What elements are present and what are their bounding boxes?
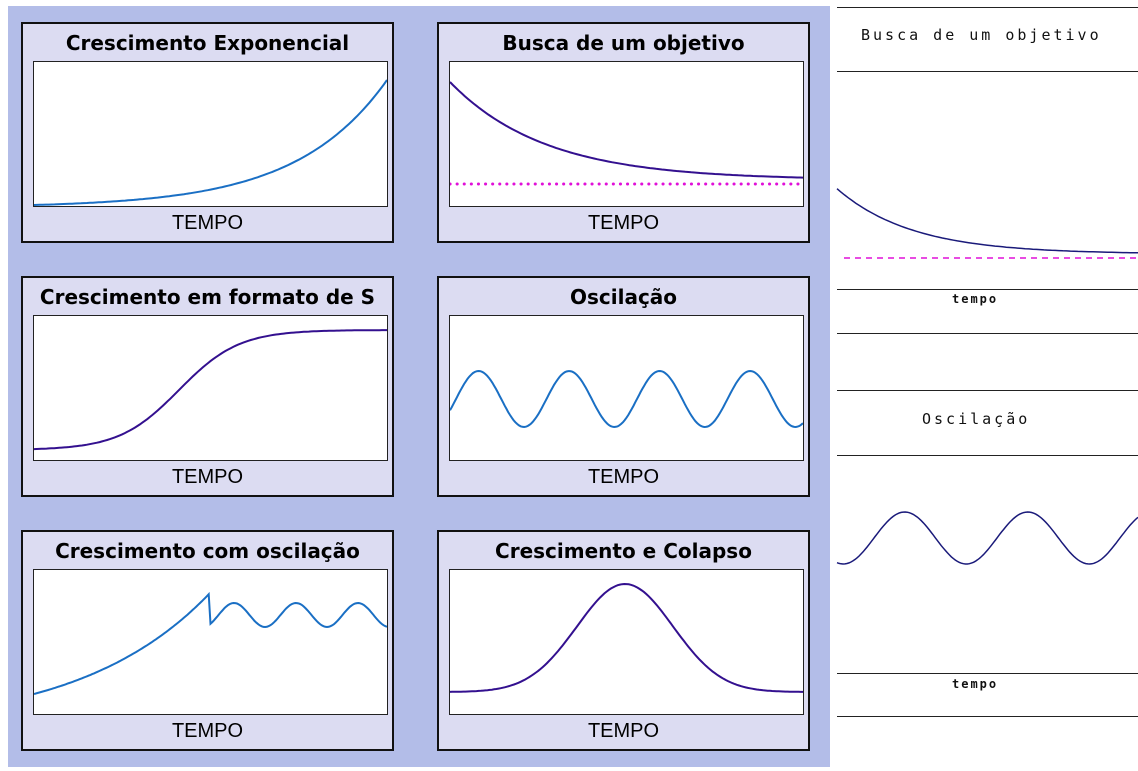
growth-collapse-curve	[450, 582, 803, 693]
side-curves	[836, 188, 1138, 565]
plot-area	[449, 61, 804, 207]
divider-line	[837, 7, 1138, 8]
divider-line	[837, 455, 1138, 456]
divider-line	[837, 333, 1138, 334]
side-oscillation-curve	[836, 511, 1138, 565]
x-axis-label: TEMPO	[171, 212, 244, 234]
x-axis-label: TEMPO	[171, 720, 244, 742]
panel-title: Busca de um objetivo	[502, 31, 745, 55]
side-sketches: Busca de um objetivo tempo Oscilação tem…	[834, 0, 1138, 771]
side-goal-xlabel: tempo	[952, 292, 999, 306]
x-axis-label: TEMPO	[587, 466, 660, 488]
curve-canvas	[34, 79, 387, 206]
divider-line	[837, 289, 1138, 290]
curve-canvas	[34, 329, 387, 451]
panel-s-shaped-growth: Crescimento em formato de S TEMPO	[21, 276, 394, 497]
curve-canvas	[450, 582, 803, 693]
panel-title: Crescimento em formato de S	[39, 285, 376, 309]
exponential-curve	[34, 79, 387, 206]
plot-area	[33, 569, 388, 715]
x-axis-label: TEMPO	[587, 212, 660, 234]
divider-line	[837, 71, 1138, 72]
plot-area	[449, 315, 804, 461]
x-axis-label: TEMPO	[587, 720, 660, 742]
panel-oscillation: Oscilação TEMPO	[437, 276, 810, 497]
behavior-patterns-grid: Crescimento Exponencial TEMPO Busca de u…	[8, 6, 830, 767]
divider-line	[837, 716, 1138, 717]
panel-exponential-growth: Crescimento Exponencial TEMPO	[21, 22, 394, 243]
curve-canvas	[450, 369, 803, 429]
panel-title: Crescimento e Colapso	[495, 539, 752, 563]
panel-title: Crescimento com oscilação	[55, 539, 360, 563]
side-osc-title: Oscilação	[922, 410, 1031, 428]
side-osc-xlabel: tempo	[952, 677, 999, 691]
curve-canvas	[450, 81, 803, 186]
divider-line	[837, 673, 1138, 674]
oscillation-curve	[450, 369, 803, 429]
panel-growth-with-oscillation: Crescimento com oscilação TEMPO	[21, 530, 394, 751]
growth-oscillation-curve	[34, 591, 387, 695]
plot-area	[33, 61, 388, 207]
x-axis-label: TEMPO	[171, 466, 244, 488]
side-goal-title: Busca de um objetivo	[861, 26, 1102, 44]
divider-line	[837, 390, 1138, 391]
panel-growth-and-collapse: Crescimento e Colapso TEMPO	[437, 530, 810, 751]
side-goal-curve	[836, 188, 1138, 254]
panel-title: Oscilação	[569, 285, 678, 309]
curve-canvas	[34, 591, 387, 695]
panel-goal-seeking: Busca de um objetivo TEMPO	[437, 22, 810, 243]
plot-area	[449, 569, 804, 715]
panel-title: Crescimento Exponencial	[65, 31, 350, 55]
goal-seeking-curve	[450, 81, 803, 179]
s-shaped-curve	[34, 329, 387, 451]
plot-area	[33, 315, 388, 461]
